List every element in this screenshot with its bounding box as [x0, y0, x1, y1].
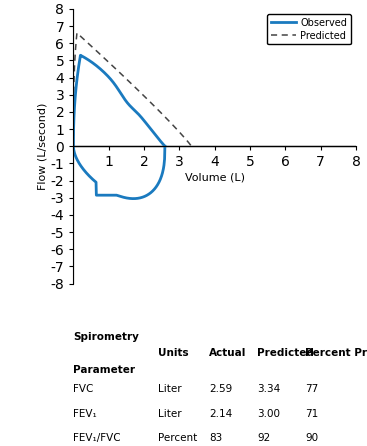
Predicted: [75, 30, 79, 36]
Text: Liter: Liter: [158, 384, 182, 394]
Observed: [125, 100, 130, 106]
Y-axis label: Flow (L/second): Flow (L/second): [38, 103, 48, 190]
Text: 92: 92: [257, 433, 270, 443]
X-axis label: Volume (L): Volume (L): [185, 172, 245, 182]
Text: Parameter: Parameter: [73, 365, 135, 375]
Line: Observed: Observed: [73, 55, 165, 146]
Predicted: [71, 144, 76, 149]
Text: 83: 83: [209, 433, 222, 443]
Text: 3.34: 3.34: [257, 384, 280, 394]
Text: 77: 77: [305, 384, 319, 394]
Text: 90: 90: [305, 433, 318, 443]
Predicted: [140, 91, 144, 97]
Observed: [124, 98, 128, 103]
Observed: [148, 125, 152, 131]
Legend: Observed, Predicted: Observed, Predicted: [267, 14, 351, 45]
Text: Percent Pred: Percent Pred: [305, 348, 367, 358]
Text: FEV₁: FEV₁: [73, 409, 97, 419]
Text: 71: 71: [305, 409, 319, 419]
Text: Actual: Actual: [209, 348, 246, 358]
Observed: [71, 144, 76, 149]
Predicted: [170, 122, 175, 128]
Observed: [78, 53, 83, 58]
Text: Spirometry: Spirometry: [73, 332, 139, 342]
Text: 2.14: 2.14: [209, 409, 232, 419]
Text: Liter: Liter: [158, 409, 182, 419]
Predicted: [142, 94, 146, 99]
Text: FEV₁/FVC: FEV₁/FVC: [73, 433, 121, 443]
Text: FVC: FVC: [73, 384, 94, 394]
Observed: [123, 98, 128, 103]
Predicted: [139, 91, 144, 96]
Observed: [71, 126, 76, 132]
Text: 3.00: 3.00: [257, 409, 280, 419]
Text: Percent: Percent: [158, 433, 197, 443]
Predicted: [189, 144, 193, 149]
Predicted: [72, 97, 76, 102]
Line: Predicted: Predicted: [73, 33, 191, 146]
Text: Predicted: Predicted: [257, 348, 314, 358]
Text: Units: Units: [158, 348, 189, 358]
Text: 2.59: 2.59: [209, 384, 232, 394]
Observed: [163, 144, 167, 149]
Observed: [154, 133, 158, 138]
Predicted: [178, 130, 182, 136]
